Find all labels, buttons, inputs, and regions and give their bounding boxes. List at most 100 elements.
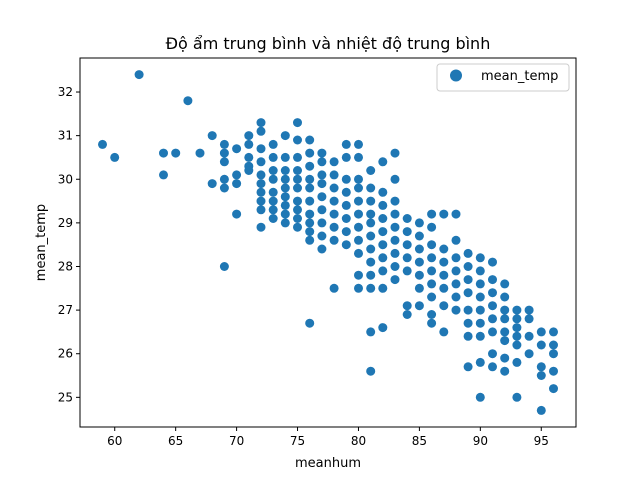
data-point bbox=[232, 209, 242, 219]
data-point bbox=[390, 222, 400, 232]
data-point bbox=[256, 126, 266, 136]
data-point bbox=[378, 227, 388, 237]
data-point bbox=[366, 283, 376, 293]
data-point bbox=[378, 253, 388, 263]
data-point bbox=[329, 235, 339, 245]
x-tick-label: 85 bbox=[412, 434, 427, 448]
data-points bbox=[98, 70, 558, 415]
legend-marker bbox=[450, 69, 462, 82]
y-axis: 25 26 27 28 29 30 31 32 bbox=[58, 85, 80, 404]
plot-area-frame bbox=[79, 57, 577, 428]
data-point bbox=[366, 270, 376, 280]
data-point bbox=[427, 222, 437, 232]
data-point bbox=[402, 227, 412, 237]
data-point bbox=[110, 152, 120, 162]
data-point bbox=[439, 301, 449, 311]
data-point bbox=[268, 205, 278, 215]
data-point bbox=[341, 240, 351, 250]
data-point bbox=[512, 323, 522, 333]
data-point bbox=[390, 235, 400, 245]
data-point bbox=[414, 270, 424, 280]
data-point bbox=[293, 118, 302, 128]
y-tick-label: 26 bbox=[58, 347, 73, 361]
data-point bbox=[341, 214, 351, 223]
data-point bbox=[256, 196, 266, 206]
data-point bbox=[439, 209, 449, 219]
data-point bbox=[280, 209, 290, 219]
data-point bbox=[256, 222, 266, 232]
data-point bbox=[268, 214, 278, 223]
data-point bbox=[305, 174, 315, 184]
data-point bbox=[219, 139, 229, 149]
data-point bbox=[402, 214, 412, 223]
data-point bbox=[414, 244, 424, 254]
data-point bbox=[414, 257, 424, 267]
data-point bbox=[98, 139, 107, 149]
data-point bbox=[378, 214, 388, 223]
data-point bbox=[378, 266, 388, 276]
data-point bbox=[293, 183, 302, 193]
data-point bbox=[354, 270, 363, 280]
x-tick-label: 75 bbox=[290, 434, 305, 448]
data-point bbox=[536, 371, 546, 380]
data-point bbox=[512, 357, 522, 367]
data-point bbox=[366, 209, 376, 219]
data-point bbox=[268, 187, 278, 197]
data-point bbox=[524, 314, 534, 324]
data-point bbox=[305, 318, 315, 328]
data-point bbox=[244, 131, 254, 141]
data-point bbox=[293, 222, 302, 232]
data-point bbox=[256, 170, 266, 180]
data-point bbox=[378, 240, 388, 250]
y-tick-label: 28 bbox=[58, 259, 73, 273]
x-axis-label: meanhum bbox=[295, 456, 361, 471]
data-point bbox=[305, 235, 315, 245]
data-point bbox=[341, 139, 351, 149]
data-point bbox=[427, 310, 437, 319]
data-point bbox=[500, 366, 510, 376]
data-point bbox=[451, 266, 461, 276]
data-point bbox=[171, 148, 181, 158]
data-point bbox=[207, 179, 217, 189]
data-point bbox=[305, 161, 315, 171]
data-point bbox=[366, 244, 376, 254]
data-point bbox=[488, 301, 497, 311]
data-point bbox=[390, 148, 400, 158]
data-point bbox=[414, 231, 424, 241]
data-point bbox=[549, 366, 558, 376]
data-point bbox=[439, 327, 449, 337]
data-point bbox=[305, 148, 315, 158]
data-point bbox=[232, 144, 242, 154]
data-point bbox=[354, 196, 363, 206]
data-point bbox=[549, 340, 558, 350]
data-point bbox=[354, 248, 363, 258]
data-point bbox=[536, 340, 546, 350]
data-point bbox=[329, 283, 339, 293]
y-tick-label: 30 bbox=[58, 172, 73, 186]
data-point bbox=[402, 301, 412, 311]
data-point bbox=[219, 183, 229, 193]
data-point bbox=[402, 310, 412, 319]
data-point bbox=[463, 288, 473, 298]
data-point bbox=[463, 248, 473, 258]
data-point bbox=[439, 270, 449, 280]
data-point bbox=[232, 179, 242, 189]
data-point bbox=[305, 209, 315, 219]
data-point bbox=[232, 170, 242, 180]
data-point bbox=[280, 174, 290, 184]
data-point bbox=[524, 331, 534, 341]
data-point bbox=[451, 279, 461, 289]
data-point bbox=[280, 192, 290, 202]
data-point bbox=[305, 227, 315, 237]
data-point bbox=[354, 209, 363, 219]
data-point bbox=[244, 166, 254, 175]
data-point bbox=[475, 279, 485, 289]
data-point bbox=[341, 227, 351, 237]
data-point bbox=[244, 139, 254, 149]
data-point bbox=[500, 314, 510, 324]
x-tick-label: 65 bbox=[168, 434, 183, 448]
data-point bbox=[475, 392, 485, 402]
data-point bbox=[536, 405, 546, 415]
data-point bbox=[366, 183, 376, 193]
